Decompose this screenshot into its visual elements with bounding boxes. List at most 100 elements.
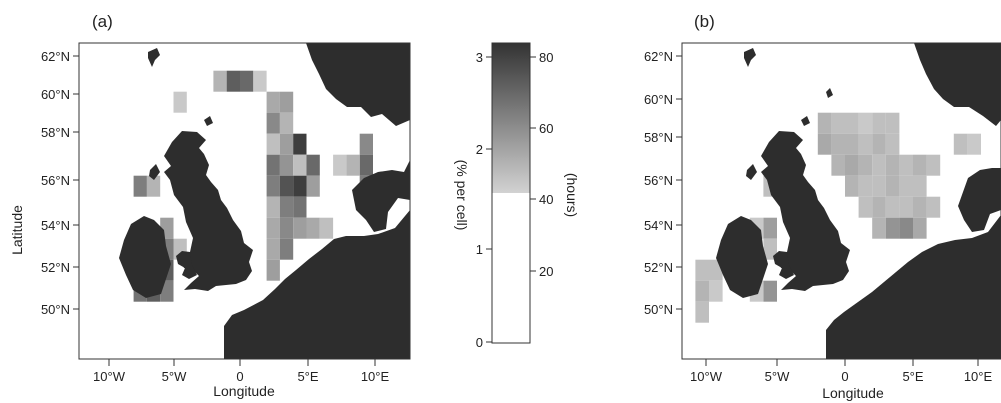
density-cell (872, 196, 886, 218)
density-cell (319, 217, 334, 239)
colorbar-left-tick: 0 (476, 335, 483, 350)
density-cell (293, 133, 307, 155)
wales-landmass (773, 251, 794, 279)
panel-b-density-cells (695, 112, 981, 323)
panel-b-frame (681, 42, 1001, 360)
density-cell (306, 217, 320, 239)
colorbar-left-tick-marks (486, 56, 492, 343)
panel-b-xtick: 0 (841, 369, 848, 384)
shetland-landmass (744, 48, 756, 67)
density-cell (253, 70, 267, 92)
density-cell (885, 217, 900, 239)
density-cell (899, 217, 913, 239)
density-cell (817, 112, 832, 134)
density-cell (346, 154, 360, 176)
density-cell (872, 217, 886, 239)
density-cell (913, 175, 927, 197)
panel-a-xlabel: Longitude (213, 383, 275, 399)
density-cell (266, 91, 280, 113)
panel-a-y-axis: 62°N 60°N 58°N 56°N 54°N 52°N 50°N (41, 49, 79, 317)
orkney-landmass (204, 116, 213, 126)
denmark-landmass (352, 160, 410, 232)
panel-a-ytick: 50°N (41, 302, 70, 317)
density-cell (817, 133, 832, 155)
panel-b-ytick: 60°N (644, 92, 673, 107)
colorbar-left-tick: 1 (476, 242, 483, 257)
wales-landmass (176, 251, 197, 279)
density-cell (279, 175, 294, 197)
density-cell (858, 133, 873, 155)
density-cell (240, 70, 254, 92)
hebrides-landmass (746, 164, 757, 180)
density-cell (266, 259, 280, 281)
density-cell (872, 133, 886, 155)
density-cell (872, 154, 886, 176)
panel-b-ytick: 50°N (644, 302, 673, 317)
panel-a-xtick: 0 (236, 369, 243, 384)
density-cell (279, 154, 294, 176)
density-cell (293, 217, 307, 239)
density-cell (845, 133, 859, 155)
density-cell (266, 217, 280, 239)
panel-b-ytick: 62°N (644, 49, 673, 64)
great-britain-landmass (164, 131, 253, 291)
density-cell (872, 112, 886, 134)
density-cell (763, 280, 777, 302)
density-cell (885, 112, 900, 134)
denmark-landmass (958, 168, 1001, 232)
density-cell (899, 175, 913, 197)
density-cell (858, 175, 873, 197)
density-cell (306, 154, 320, 176)
panel-a-xtick: 5°W (162, 369, 187, 384)
density-cell (279, 196, 294, 218)
panel-b-land (716, 43, 1001, 359)
panel-b-x-axis: 10°W 5°W 0 5°E 10°E (690, 359, 992, 384)
panel-b-xtick: 10°E (964, 369, 993, 384)
panel-b-label: (b) (694, 12, 715, 31)
density-cell (695, 280, 709, 302)
density-cell (763, 238, 777, 260)
continent-landmass (224, 210, 410, 359)
panel-a-xtick: 5°E (297, 369, 318, 384)
panel-a-ytick: 60°N (41, 87, 70, 102)
density-cell (885, 133, 900, 155)
density-cell (845, 154, 859, 176)
panel-a-ytick: 52°N (41, 260, 70, 275)
continent-landmass (826, 215, 1001, 359)
density-cell (695, 259, 709, 281)
scandinavia-landmass (914, 43, 1001, 126)
panel-b: (b) 62°N 60°N 58°N 56°N 54°N 52 (644, 12, 1001, 401)
panel-b-xtick: 5°W (765, 369, 790, 384)
panel-a-ytick: 56°N (41, 173, 70, 188)
density-cell (213, 70, 227, 92)
density-cell (926, 154, 941, 176)
density-cell (926, 196, 941, 218)
density-cell (858, 112, 873, 134)
panel-a-ylabel: Latitude (9, 205, 25, 255)
density-cell (858, 154, 873, 176)
shetland-landmass (148, 48, 160, 67)
density-cell (266, 196, 280, 218)
panel-a-density-cells (133, 70, 373, 302)
panel-b-xtick-marks (705, 359, 979, 366)
density-cell (293, 175, 307, 197)
panel-a-label: (a) (92, 12, 113, 31)
density-cell (913, 154, 927, 176)
density-cell (831, 112, 845, 134)
panel-a-xtick: 10°W (93, 369, 126, 384)
density-cell (266, 238, 280, 260)
density-cell (133, 175, 147, 197)
colorbar-left-tick: 3 (476, 50, 483, 65)
ireland-landmass (119, 216, 171, 298)
colorbar-right-tick: 20 (539, 264, 553, 279)
panel-a-x-axis: 10°W 5°W 0 5°E 10°E (93, 359, 389, 384)
colorbar-right-tick: 80 (539, 50, 553, 65)
panel-b-ytick: 54°N (644, 218, 673, 233)
density-cell (885, 154, 900, 176)
density-cell (913, 196, 927, 218)
panel-b-xtick: 5°E (902, 369, 923, 384)
panel-a-ytick: 62°N (41, 49, 70, 64)
density-cell (266, 133, 280, 155)
density-cell (146, 175, 161, 197)
